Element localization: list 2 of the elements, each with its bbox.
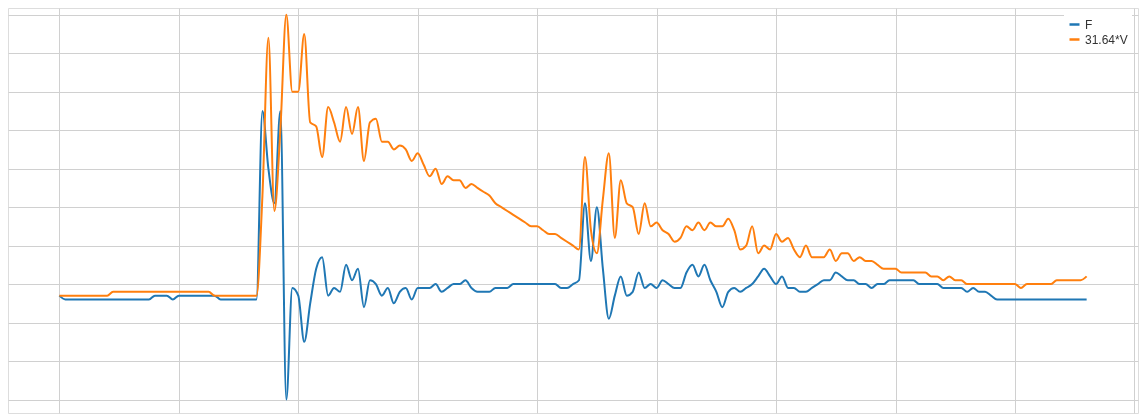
legend-label: F [1085,17,1093,32]
legend-label: 31.64*V [1085,32,1128,47]
